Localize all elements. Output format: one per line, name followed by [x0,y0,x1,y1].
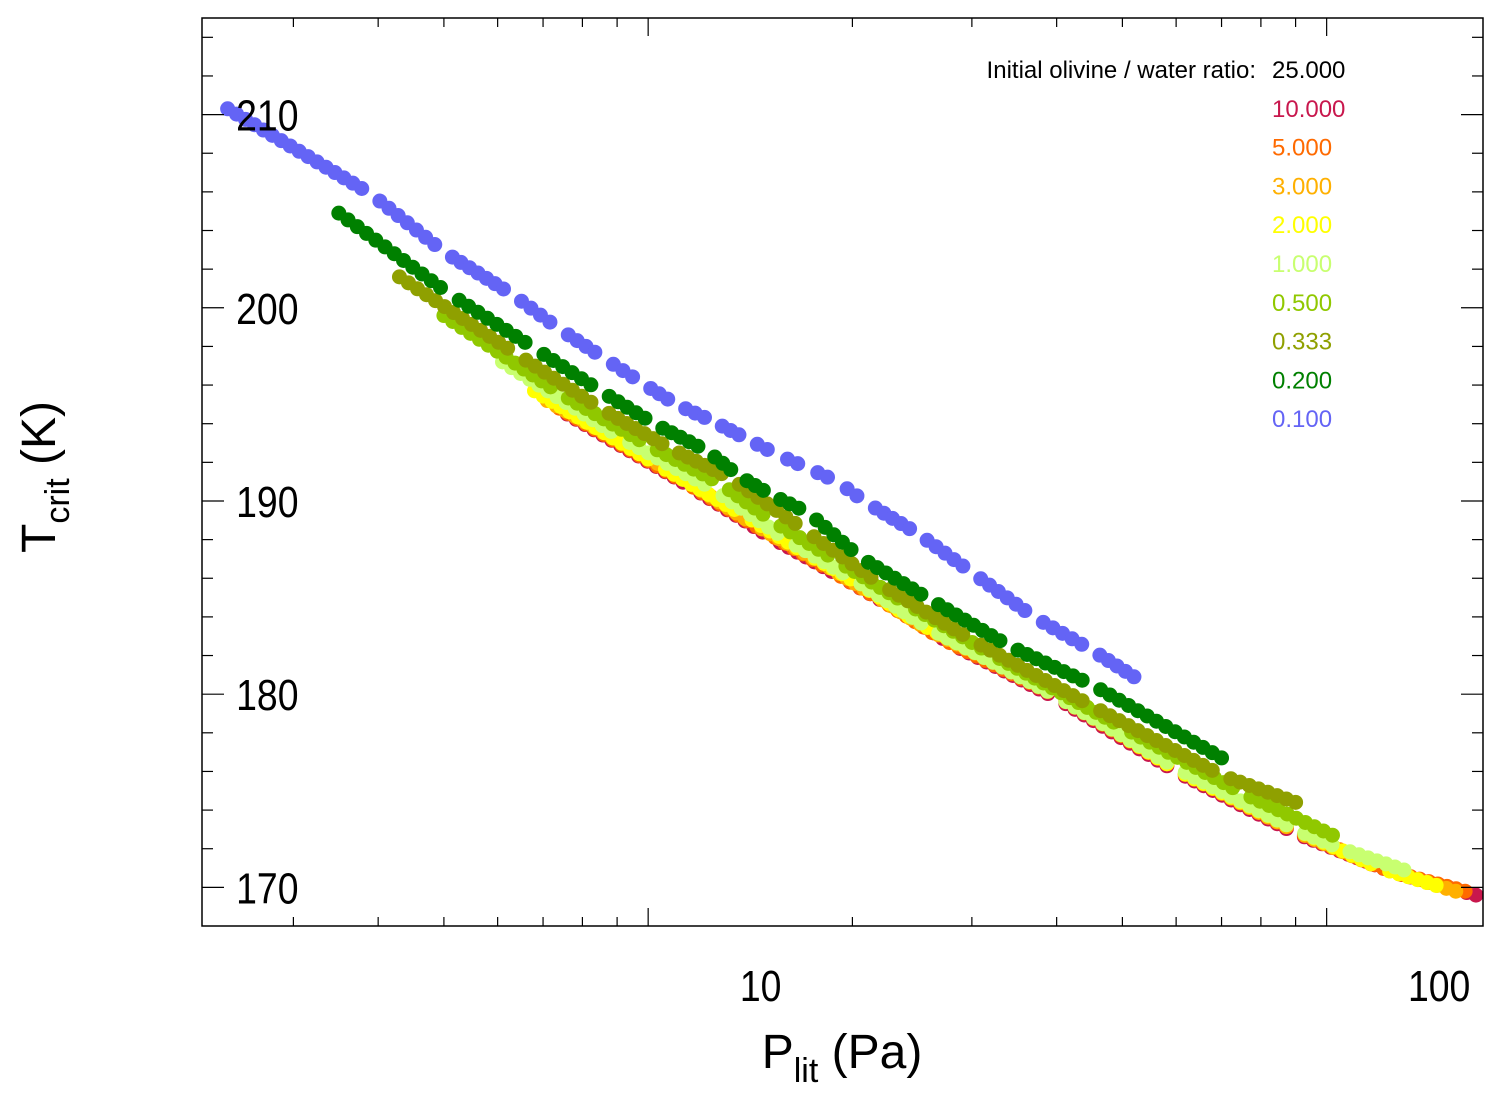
data-point [583,394,599,410]
data-point [542,314,558,330]
x-tick-label: 10 [740,961,782,1011]
series-0-200 [331,205,1230,766]
legend-entry: 0.100 [1272,406,1332,433]
legend-entry: 2.000 [1272,212,1332,239]
axis-ticks [202,18,1483,926]
x-axis-title-main: P [762,1026,794,1079]
data-point [696,409,712,425]
tick-labels: 10 100 170 180 190 200 210 [236,91,1470,1011]
data-point [731,427,747,443]
legend: 25.000 10.000 5.000 3.000 2.000 1.000 0.500 0.3… [1272,57,1345,433]
data-point [583,377,599,393]
legend-entry: 5.000 [1272,135,1332,162]
data-point [654,436,670,452]
legend-entry: 10.000 [1272,96,1345,123]
series-0-333 [391,269,1304,810]
x-axis-title-sub: lit [794,1052,819,1090]
data-point [759,441,775,457]
legend-entry: 0.500 [1272,290,1332,317]
data-point [955,626,971,642]
data-point [1074,693,1090,709]
data-point [849,488,865,504]
data-point [1074,636,1090,652]
data-point [1428,877,1444,893]
data-point [790,456,806,472]
y-tick-label: 210 [236,91,298,141]
data-point [1396,862,1412,878]
x-tick-label: 100 [1408,961,1470,1011]
legend-entry: 1.000 [1272,251,1332,278]
y-axis-title: Tcrit (K) [13,401,77,553]
data-point [723,462,739,478]
legend-title: Initial olivine / water ratio: [987,57,1256,84]
y-axis-title-sub: crit [39,478,77,524]
data-point [690,438,706,454]
data-point [354,180,370,196]
legend-entry: 0.200 [1272,367,1332,394]
data-point [637,410,653,426]
legend-entry: 0.333 [1272,329,1332,356]
plot-frame [201,17,1484,927]
data-point [496,281,512,297]
y-tick-label: 170 [236,863,298,913]
legend-entry: 3.000 [1272,173,1332,200]
y-axis-title-unit: (K) [13,401,66,478]
data-point [1288,794,1304,810]
data-point [992,633,1008,649]
data-point [517,334,533,350]
data-point [1448,883,1464,899]
data-point [913,586,929,602]
data-point [1204,762,1220,778]
x-axis-title: Plit (Pa) [762,1026,923,1090]
y-tick-label: 190 [236,477,298,527]
data-point [1126,669,1142,685]
data-points [220,101,1484,903]
data-point [791,500,807,516]
data-point [820,469,836,485]
data-point [433,280,449,296]
data-point [1017,603,1033,619]
y-tick-label: 200 [236,284,298,334]
data-point [755,482,771,498]
series-0-100 [220,101,1142,685]
data-point [843,542,859,558]
data-point [500,340,516,356]
data-point [660,391,676,407]
data-point [902,521,918,537]
data-point [787,515,803,531]
x-axis-title-unit: (Pa) [818,1026,922,1079]
data-point [1214,750,1230,766]
data-point [625,369,641,385]
y-tick-label: 180 [236,670,298,720]
data-point [955,558,971,574]
data-point [1324,827,1340,843]
data-point [427,237,443,253]
data-point [587,344,603,360]
y-axis-title-main: T [13,524,66,553]
legend-entry: 25.000 [1272,57,1345,84]
data-point [1074,672,1090,688]
